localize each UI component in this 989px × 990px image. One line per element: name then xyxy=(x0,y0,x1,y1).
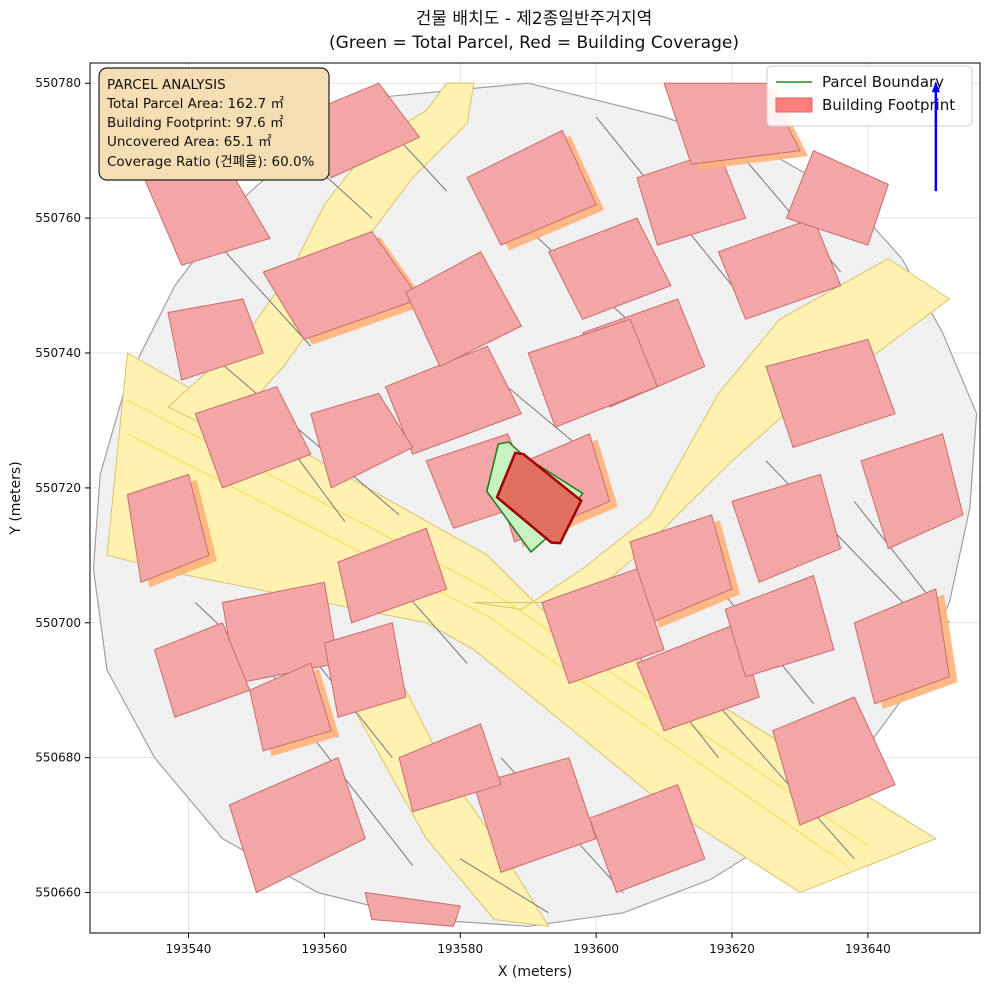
y-tick-label: 550740 xyxy=(35,346,81,360)
north-arrow-head xyxy=(931,81,940,93)
info-line-coverage: Coverage Ratio (건폐율): 60.0% xyxy=(107,154,315,170)
parcel-line xyxy=(208,352,400,516)
neighbor-building xyxy=(466,129,597,246)
neighbor-building xyxy=(405,251,523,368)
neighbor-building xyxy=(765,338,896,449)
axis-ticks: 193540 193560 193580 193600 193620 193640 5506… xyxy=(35,76,891,956)
neighbor-building xyxy=(785,150,889,246)
neighbor-building xyxy=(547,217,672,320)
neighbor-building xyxy=(731,473,842,583)
north-arrow xyxy=(931,81,940,192)
neighbor-building xyxy=(717,217,842,320)
neighbor-building xyxy=(126,473,210,583)
map-layer xyxy=(92,82,978,927)
chart-title-line1: 건물 배치도 - 제2종일반주거지역 xyxy=(416,9,652,29)
neighbor-building xyxy=(588,783,706,894)
y-tick-label: 550760 xyxy=(35,211,81,225)
x-tick-label: 193640 xyxy=(845,942,891,956)
road-centerline xyxy=(127,433,848,867)
neighbor-building xyxy=(663,82,801,165)
neighbor-building xyxy=(860,433,964,550)
neighbor-building xyxy=(473,757,597,873)
chart-title-line2: (Green = Total Parcel, Red = Building Co… xyxy=(329,33,739,53)
info-line-uncovered: Uncovered Area: 65.1 ㎡ xyxy=(107,134,272,150)
info-line-total-area: Total Parcel Area: 162.7 ㎡ xyxy=(106,96,284,112)
info-box: PARCEL ANALYSIS Total Parcel Area: 162.7… xyxy=(98,67,330,181)
legend-label-parcel-boundary: Parcel Boundary xyxy=(822,73,944,91)
x-tick-label: 193560 xyxy=(301,942,347,956)
neighbor-building xyxy=(249,662,332,752)
legend-label-building-footprint: Building Footprint xyxy=(822,96,955,114)
y-tick-label: 550720 xyxy=(35,481,81,495)
neighbor-building xyxy=(724,574,835,678)
target-building xyxy=(495,451,583,545)
neighbor-building xyxy=(194,386,312,489)
neighbor-building xyxy=(337,527,448,624)
y-tick-label: 550700 xyxy=(35,616,81,630)
y-tick-label: 550660 xyxy=(35,886,81,900)
y-axis-label: Y (meters) xyxy=(8,461,24,535)
x-tick-label: 193620 xyxy=(709,942,755,956)
neighbor-building xyxy=(364,891,461,927)
info-line-footprint: Building Footprint: 97.6 ㎡ xyxy=(107,115,284,131)
neighbor-building xyxy=(323,622,407,718)
plot-frame xyxy=(89,62,981,934)
neighbor-building xyxy=(398,723,502,813)
legend: Parcel Boundary Building Footprint xyxy=(766,65,973,127)
info-box-frame xyxy=(98,67,330,181)
neighbor-building xyxy=(228,757,366,894)
neighbor-building xyxy=(541,568,665,685)
x-tick-label: 193540 xyxy=(166,942,212,956)
info-line-heading: PARCEL ANALYSIS xyxy=(107,77,226,93)
neighbor-building xyxy=(636,622,760,732)
neighbor-building xyxy=(853,588,950,705)
neighbor-building xyxy=(310,392,414,489)
neighbor-building xyxy=(167,298,264,381)
neighbor-building xyxy=(772,696,896,826)
y-tick-label: 550780 xyxy=(35,76,81,90)
x-tick-label: 193600 xyxy=(573,942,619,956)
y-tick-label: 550680 xyxy=(35,751,81,765)
neighbor-building xyxy=(527,318,658,428)
legend-frame xyxy=(766,65,973,127)
x-axis-label: X (meters) xyxy=(498,964,572,980)
parcel-line xyxy=(460,858,549,914)
legend-swatch-building-footprint xyxy=(775,97,813,113)
neighbor-building xyxy=(153,622,251,718)
parcel-line xyxy=(704,689,855,860)
x-tick-label: 193580 xyxy=(437,942,483,956)
